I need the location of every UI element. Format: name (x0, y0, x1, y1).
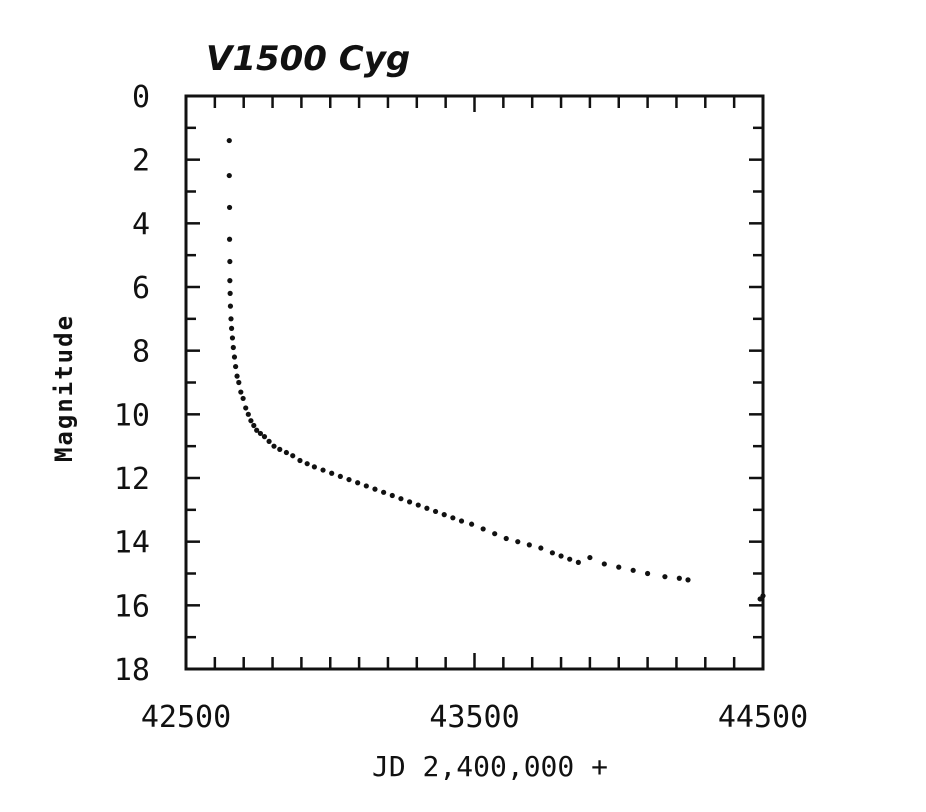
data-point (645, 570, 651, 577)
data-point (229, 335, 236, 341)
data-point (227, 258, 233, 265)
data-point (480, 526, 486, 532)
data-point (227, 278, 233, 284)
data-point (406, 499, 413, 505)
data-point (226, 236, 233, 242)
data-point (567, 556, 573, 562)
y-tick-label: 18 (114, 653, 150, 688)
data-point (389, 492, 395, 499)
data-point (271, 443, 277, 449)
x-axis-label: JD 2,400,000 + (372, 750, 608, 783)
data-point (558, 553, 564, 559)
chart-title: V1500 Cyg (206, 39, 410, 79)
y-tick-label: 16 (114, 589, 150, 624)
y-tick-label: 6 (132, 271, 150, 306)
data-point (320, 467, 326, 473)
data-series (226, 137, 766, 602)
data-point (346, 476, 352, 483)
data-point (492, 531, 498, 537)
data-point (283, 449, 289, 456)
data-point (398, 496, 404, 502)
data-point (297, 457, 303, 464)
data-point (676, 575, 682, 581)
data-point (616, 564, 622, 570)
y-tick-label: 12 (114, 462, 150, 497)
data-point (230, 344, 236, 351)
data-point (266, 438, 272, 444)
data-point (458, 518, 465, 524)
data-point (372, 486, 378, 492)
data-point (424, 505, 430, 511)
data-point (231, 354, 238, 360)
data-point (257, 430, 264, 437)
data-point (227, 290, 233, 296)
data-point (526, 542, 532, 548)
data-point (587, 554, 593, 561)
y-tick-label: 4 (132, 207, 150, 242)
data-point (228, 316, 234, 322)
data-point (254, 427, 260, 433)
data-point (261, 434, 268, 440)
data-point (355, 480, 361, 486)
y-axis: 0 2 4 6 8 10 12 14 16 18 (114, 80, 763, 688)
data-point (503, 535, 509, 542)
data-point (233, 363, 239, 370)
data-point (441, 512, 447, 518)
y-tick-label: 10 (114, 398, 150, 433)
data-point (226, 137, 232, 144)
data-point (234, 373, 240, 379)
data-point (243, 405, 249, 411)
data-point (432, 508, 439, 515)
data-point (238, 389, 244, 395)
data-point (248, 418, 254, 424)
data-point (236, 379, 242, 386)
y-tick-label: 8 (132, 335, 150, 370)
data-point (245, 411, 251, 417)
data-point (515, 539, 521, 545)
data-point (329, 470, 335, 476)
data-point (304, 461, 310, 467)
data-point (760, 593, 766, 599)
data-point (575, 559, 581, 565)
y-tick-label: 0 (132, 80, 150, 115)
data-point (226, 172, 232, 179)
y-axis-label: Magnitude (50, 314, 78, 462)
x-tick-label: 43500 (429, 700, 519, 735)
data-point (415, 502, 421, 508)
x-axis: 42500 43500 44500 (141, 96, 808, 735)
data-point (228, 325, 235, 331)
data-point (363, 483, 369, 489)
data-point (601, 561, 607, 567)
y-tick-label: 2 (132, 144, 150, 179)
data-point (630, 567, 636, 573)
data-point (538, 545, 544, 551)
data-point (290, 453, 296, 459)
plot-frame (184, 94, 765, 671)
data-point (311, 464, 317, 470)
data-point (685, 577, 691, 583)
y-tick-label: 14 (114, 526, 150, 561)
data-point (251, 422, 257, 429)
data-point (227, 303, 234, 309)
data-point (337, 473, 343, 480)
data-point (469, 521, 475, 527)
data-point (662, 574, 668, 580)
data-point (450, 515, 456, 521)
x-tick-label: 44500 (718, 700, 808, 735)
data-point (226, 204, 233, 211)
data-point (549, 550, 555, 556)
data-point (381, 489, 387, 495)
data-point (240, 395, 246, 402)
x-tick-label: 42500 (141, 700, 231, 735)
data-point (277, 446, 283, 452)
